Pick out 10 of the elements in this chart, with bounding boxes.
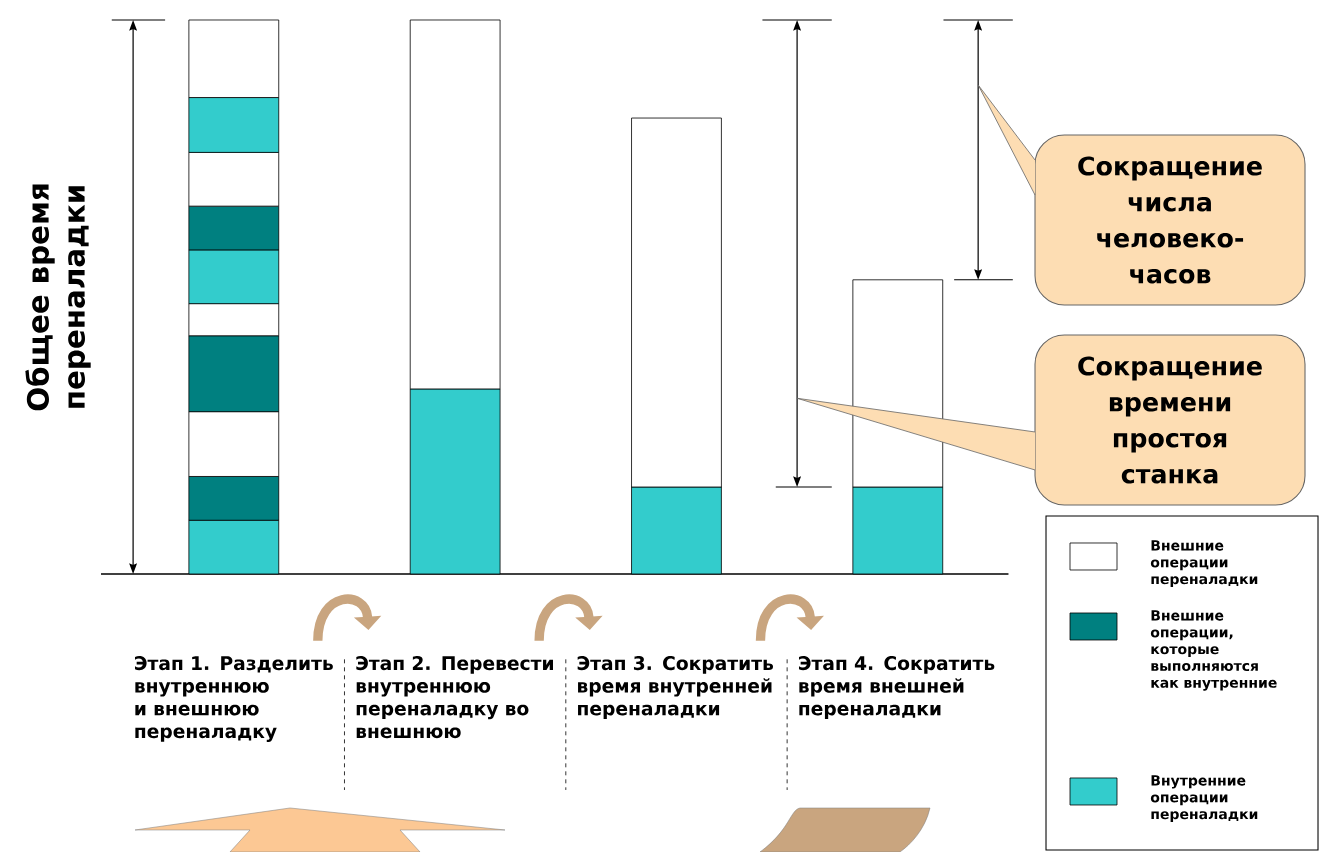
y-axis-title: Общее время переналадки — [25, 184, 91, 411]
x-tick-label: Этап 2. Перевести внутреннюю переналадку во внешнюю — [356, 656, 553, 739]
text: Сокращение времени простоя станка — [1078, 356, 1262, 484]
text: Сокращение числа человеко-часов — [1078, 156, 1262, 284]
text: Внешние операции, которые выполняются как внутренние — [1150, 610, 1277, 691]
x-tick-label: Этап 4. Сократить время внешней переналадки — [799, 656, 995, 720]
x-tick-label: Этап 3. Сократить время внутренней переналадки — [577, 656, 774, 720]
x-tick-label: Этап 1. Разделить внутреннюю и внешнюю переналадку — [135, 656, 333, 742]
text: Внутренние операции переналадки — [1150, 775, 1258, 822]
text: Внешние операции переналадки — [1150, 540, 1258, 587]
